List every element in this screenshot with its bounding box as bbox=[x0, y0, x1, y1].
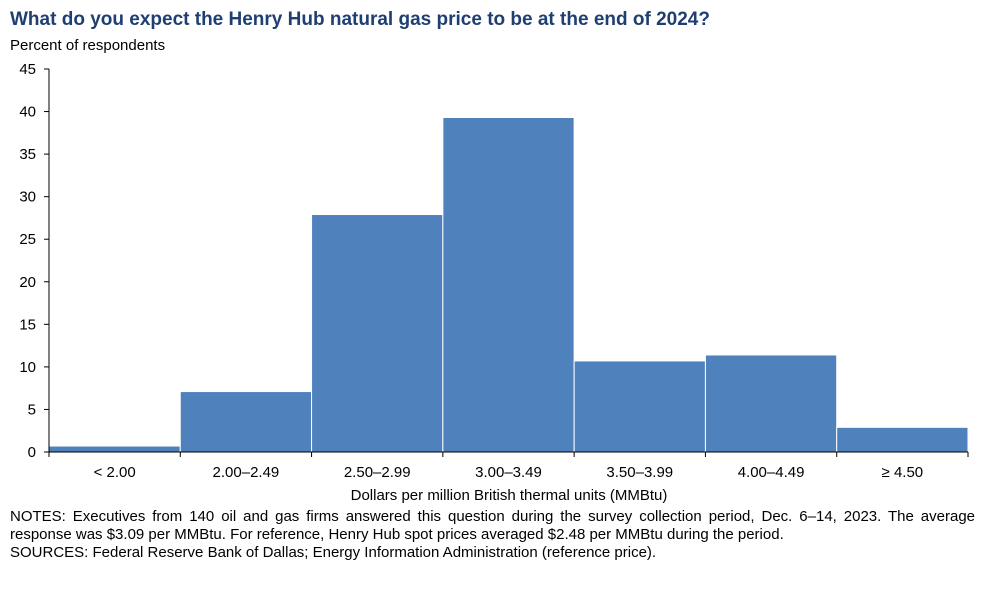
x-tick-label-5: 4.00–4.49 bbox=[738, 464, 805, 481]
y-tick-label-45: 45 bbox=[19, 61, 36, 78]
x-tick-label-0: < 2.00 bbox=[94, 464, 136, 481]
bar-1 bbox=[179, 391, 313, 453]
bars-group bbox=[48, 117, 969, 453]
y-tick-label-15: 15 bbox=[19, 316, 36, 333]
x-tick-label-2: 2.50–2.99 bbox=[344, 464, 411, 481]
x-axis: < 2.00 2.00–2.49 2.50–2.99 3.00–3.49 3.50–3.… bbox=[48, 451, 969, 481]
y-tick-label-40: 40 bbox=[19, 104, 36, 121]
bar-5 bbox=[704, 354, 838, 453]
y-tick-label-5: 5 bbox=[28, 401, 36, 418]
bar-6 bbox=[836, 426, 969, 453]
bar-0 bbox=[48, 445, 181, 453]
x-axis-label: Dollars per million British thermal unit… bbox=[351, 487, 668, 504]
y-axis-label: Percent of respondents bbox=[10, 37, 166, 54]
bar-3 bbox=[442, 117, 575, 453]
y-tick-label-30: 30 bbox=[19, 189, 36, 206]
x-tick-label-6: ≥ 4.50 bbox=[882, 464, 924, 481]
y-tick-label-20: 20 bbox=[19, 274, 36, 291]
x-tick-label-3: 3.00–3.49 bbox=[475, 464, 542, 481]
y-tick-label-0: 0 bbox=[28, 444, 36, 461]
y-tick-label-35: 35 bbox=[19, 146, 36, 163]
x-tick-label-1: 2.00–2.49 bbox=[213, 464, 280, 481]
sources-text: SOURCES: Federal Reserve Bank of Dallas;… bbox=[10, 544, 657, 561]
y-axis: 0 5 10 15 20 25 30 35 40 45 bbox=[19, 61, 50, 461]
x-tick-label-4: 3.50–3.99 bbox=[606, 464, 673, 481]
chart-title: What do you expect the Henry Hub natural… bbox=[10, 9, 710, 30]
y-tick-label-25: 25 bbox=[19, 231, 36, 248]
notes-text: NOTES: Executives from 140 oil and gas f… bbox=[10, 508, 975, 543]
bar-4 bbox=[573, 360, 706, 453]
notes-block: NOTES: Executives from 140 oil and gas f… bbox=[10, 508, 975, 562]
bar-2 bbox=[311, 214, 444, 453]
y-tick-label-10: 10 bbox=[19, 359, 36, 376]
histogram-chart: 0 5 10 15 20 25 30 35 40 45 < 2.00 2.00–2.49 2.50–2… bbox=[19, 61, 969, 504]
